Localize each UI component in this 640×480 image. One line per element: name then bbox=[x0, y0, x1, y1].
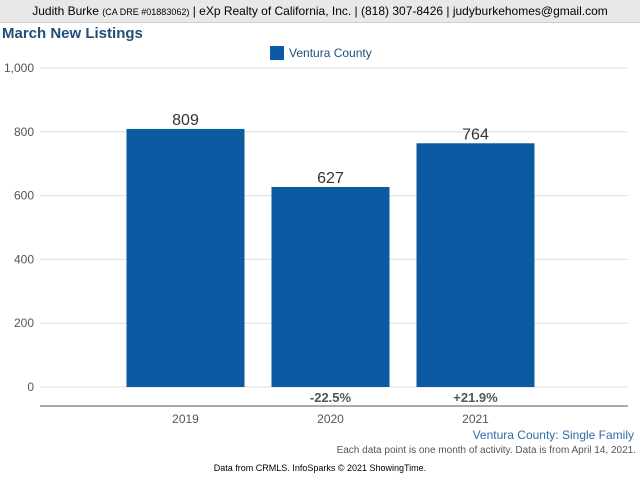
bar-2020 bbox=[271, 186, 390, 387]
y-tick-label: 1,000 bbox=[4, 61, 34, 75]
data-labels: 809 627 -22.5% 764 +21.9% bbox=[172, 112, 498, 405]
legend-swatch bbox=[270, 46, 284, 60]
change-label: -22.5% bbox=[310, 390, 352, 405]
y-tick-label: 600 bbox=[14, 189, 34, 203]
data-note: Each data point is one month of activity… bbox=[336, 445, 636, 456]
y-tick-label: 200 bbox=[14, 316, 34, 330]
chart-title: March New Listings bbox=[2, 25, 143, 42]
bar-2021 bbox=[416, 143, 535, 387]
source-footer: Data from CRMLS. InfoSparks © 2021 Showi… bbox=[213, 463, 427, 473]
bar-2019 bbox=[126, 128, 245, 387]
agent-name: Judith Burke bbox=[32, 4, 99, 18]
value-label: 809 bbox=[172, 112, 199, 129]
x-tick-label: 2021 bbox=[462, 412, 489, 426]
legend: Ventura County bbox=[270, 46, 372, 60]
agent-license: (CA DRE #01883062) bbox=[102, 7, 190, 17]
x-tick-label: 2020 bbox=[317, 412, 344, 426]
agent-details: | eXp Realty of California, Inc. | (818)… bbox=[192, 4, 608, 18]
x-tick-label: 2019 bbox=[172, 412, 199, 426]
change-label: +21.9% bbox=[453, 390, 498, 405]
agent-header: Judith Burke (CA DRE #01883062) | eXp Re… bbox=[0, 0, 640, 23]
y-tick-label: 0 bbox=[27, 380, 34, 394]
y-tick-label: 400 bbox=[14, 252, 34, 266]
y-tick-label: 800 bbox=[14, 125, 34, 139]
value-label: 627 bbox=[317, 170, 344, 187]
bars bbox=[126, 128, 535, 387]
value-label: 764 bbox=[462, 126, 489, 143]
legend-label: Ventura County bbox=[289, 46, 372, 60]
axes: 0 200 400 600 800 1,000 2019 2020 2021 bbox=[4, 61, 628, 426]
region-caption: Ventura County: Single Family bbox=[472, 428, 634, 442]
